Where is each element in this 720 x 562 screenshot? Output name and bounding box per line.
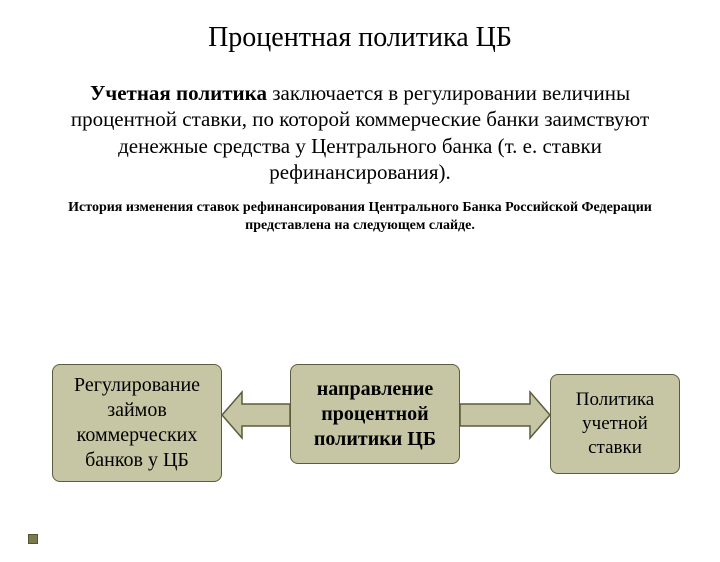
main-paragraph: Учетная политика заключается в регулиров…: [40, 80, 680, 185]
paragraph-bold: Учетная политика: [90, 81, 267, 105]
subnote: История изменения ставок рефинансировани…: [60, 199, 660, 235]
arrow-left: [222, 380, 290, 450]
box-right-label: Политика учетной ставки: [557, 388, 673, 459]
slide-title: Процентная политика ЦБ: [0, 22, 720, 54]
arrow-right-icon: [460, 392, 550, 438]
box-center: направление процентной политики ЦБ: [290, 364, 460, 464]
diagram-container: Регулирование займов коммерческих банков…: [0, 322, 720, 522]
box-right: Политика учетной ставки: [550, 374, 680, 474]
box-left-label: Регулирование займов коммерческих банков…: [59, 373, 215, 473]
arrow-left-icon: [222, 392, 290, 438]
box-left: Регулирование займов коммерческих банков…: [52, 364, 222, 482]
footer-bullet-icon: [28, 534, 38, 544]
box-center-label: направление процентной политики ЦБ: [297, 377, 453, 452]
arrow-right: [460, 380, 550, 450]
